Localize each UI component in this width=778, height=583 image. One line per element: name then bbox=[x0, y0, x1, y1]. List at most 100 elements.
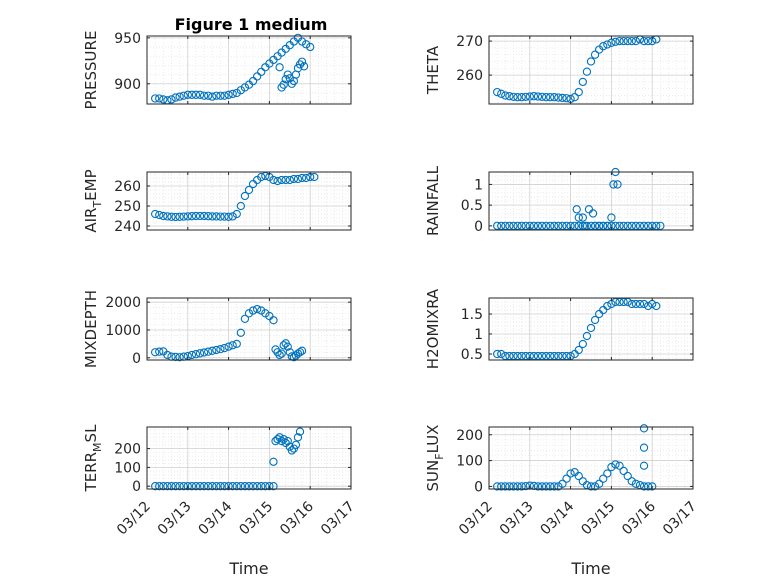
data-point bbox=[257, 67, 266, 76]
data-point bbox=[183, 212, 192, 221]
data-point bbox=[570, 93, 579, 102]
data-point bbox=[151, 348, 160, 357]
data-point bbox=[550, 221, 559, 231]
series-2 bbox=[572, 167, 622, 231]
data-point bbox=[277, 83, 286, 92]
subplot-7: 0 100 200 03/12 03/13 03/14 03/15 03/16 03/17 Tim… bbox=[82, 424, 358, 578]
data-point bbox=[537, 482, 547, 491]
data-point bbox=[204, 91, 213, 100]
data-point bbox=[295, 348, 305, 357]
data-point bbox=[212, 345, 221, 355]
data-point bbox=[554, 93, 563, 102]
data-point bbox=[293, 349, 303, 358]
data-point bbox=[615, 36, 624, 46]
y-tick-label: 270 bbox=[456, 34, 483, 50]
data-point bbox=[236, 86, 245, 95]
subplot-2: 260 270 THETA bbox=[424, 34, 694, 105]
data-point bbox=[163, 482, 172, 491]
data-point bbox=[607, 213, 616, 222]
data-point bbox=[224, 212, 233, 221]
data-point bbox=[599, 474, 608, 483]
y-tick-label: 1 bbox=[474, 327, 483, 343]
data-point bbox=[529, 221, 539, 231]
x-tick-label: 03/14 bbox=[196, 498, 236, 538]
data-point bbox=[240, 191, 250, 201]
data-point bbox=[195, 482, 205, 491]
data-point bbox=[603, 221, 612, 231]
data-point bbox=[199, 91, 209, 100]
axes-frame bbox=[488, 171, 694, 231]
data-point bbox=[572, 205, 581, 214]
data-point bbox=[151, 209, 160, 219]
data-point bbox=[244, 309, 254, 318]
data-point bbox=[285, 175, 294, 185]
axes-background bbox=[489, 36, 693, 104]
data-point bbox=[574, 213, 583, 222]
data-point bbox=[204, 212, 213, 221]
y-axis-label-main: SUN bbox=[424, 460, 442, 492]
data-point bbox=[513, 482, 522, 491]
y-axis-label-main: MIXDEPTH bbox=[82, 290, 100, 368]
data-point bbox=[167, 95, 176, 104]
data-point bbox=[159, 95, 168, 104]
series-2 bbox=[269, 427, 305, 466]
data-point bbox=[199, 348, 209, 357]
data-point bbox=[191, 482, 201, 491]
data-point bbox=[537, 221, 547, 231]
data-point bbox=[574, 221, 583, 231]
data-point bbox=[281, 75, 290, 84]
data-point bbox=[253, 482, 262, 491]
data-point bbox=[240, 83, 250, 92]
data-point bbox=[599, 221, 608, 231]
y-tick-label: 0 bbox=[474, 479, 483, 495]
data-point bbox=[253, 304, 262, 314]
y-axis-label-main: THETA bbox=[424, 45, 442, 95]
data-point bbox=[275, 350, 284, 360]
y-tick-label: 0 bbox=[474, 219, 483, 235]
data-point bbox=[586, 482, 596, 491]
data-point bbox=[240, 314, 250, 324]
data-point bbox=[187, 90, 197, 99]
data-point bbox=[582, 331, 592, 341]
data-point bbox=[493, 349, 502, 359]
subplot-1: 900 950 PRESSURE bbox=[82, 31, 352, 110]
data-point bbox=[554, 221, 563, 231]
data-point bbox=[151, 482, 160, 491]
axes-frame bbox=[488, 426, 694, 490]
series-2 bbox=[275, 57, 309, 92]
data-point bbox=[570, 221, 579, 231]
data-point bbox=[281, 175, 290, 185]
data-point bbox=[529, 92, 539, 101]
data-point bbox=[216, 212, 225, 221]
series-2 bbox=[639, 424, 649, 470]
series-2 bbox=[271, 339, 307, 362]
data-point bbox=[497, 482, 506, 491]
data-point bbox=[175, 482, 184, 491]
data-point bbox=[615, 221, 624, 231]
y-axis-label: TERRMSL bbox=[82, 424, 104, 493]
series-1 bbox=[493, 35, 661, 104]
data-point bbox=[232, 209, 241, 219]
data-point bbox=[279, 80, 288, 89]
data-point bbox=[216, 345, 225, 354]
data-point bbox=[546, 221, 555, 231]
axes-frame bbox=[146, 426, 352, 490]
data-point bbox=[191, 350, 201, 359]
y-tick-label: 260 bbox=[114, 179, 141, 195]
data-point bbox=[248, 482, 258, 491]
data-point bbox=[509, 92, 518, 102]
data-point bbox=[578, 339, 587, 349]
data-point bbox=[611, 221, 620, 231]
y-axis-label-main: PRESSURE bbox=[82, 31, 100, 110]
data-point bbox=[291, 440, 301, 449]
data-point bbox=[497, 349, 506, 359]
data-point bbox=[513, 93, 522, 102]
data-point bbox=[643, 221, 653, 231]
data-point bbox=[295, 427, 305, 436]
data-point bbox=[273, 435, 282, 444]
data-point bbox=[652, 221, 661, 231]
data-point bbox=[269, 175, 278, 185]
data-point bbox=[283, 342, 292, 351]
axes-frame bbox=[146, 297, 352, 361]
data-point bbox=[493, 87, 502, 97]
